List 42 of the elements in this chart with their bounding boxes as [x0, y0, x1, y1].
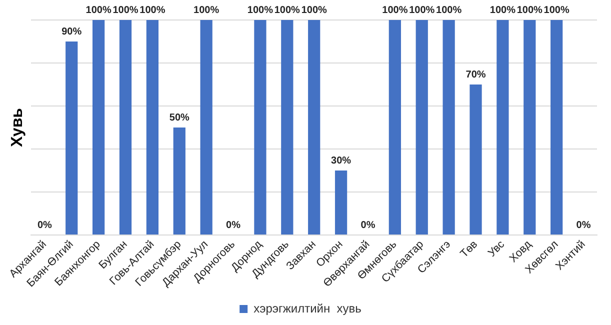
bar — [524, 20, 536, 235]
bar — [254, 20, 266, 235]
data-label: 100% — [409, 4, 435, 16]
data-label: 0% — [226, 220, 241, 231]
data-label: 100% — [490, 4, 516, 16]
bar — [334, 170, 348, 235]
bar — [146, 20, 159, 235]
data-label: 0% — [576, 220, 591, 231]
data-label: 100% — [112, 4, 138, 16]
bar — [92, 20, 105, 235]
bar — [200, 20, 212, 235]
data-label: 0% — [360, 220, 376, 231]
data-label: 100% — [301, 4, 327, 16]
bar — [308, 20, 320, 235]
data-label: 100% — [436, 4, 462, 16]
data-label: 50% — [169, 112, 190, 124]
bar — [416, 20, 428, 235]
x-tick-label: Увс — [486, 238, 508, 260]
data-label: 100% — [516, 4, 543, 16]
data-label: 100% — [140, 4, 166, 16]
bar — [470, 84, 482, 235]
data-label: 100% — [382, 4, 408, 16]
bar — [119, 20, 132, 235]
bar — [496, 20, 509, 235]
data-label: 100% — [194, 4, 220, 16]
legend-label: хэрэгжилтийн хувь — [254, 301, 362, 316]
bar — [66, 42, 78, 235]
bar — [388, 20, 401, 235]
bar — [173, 128, 186, 235]
data-label: 0% — [37, 220, 52, 231]
data-label: 30% — [331, 155, 352, 166]
bar — [550, 20, 563, 235]
bar — [281, 20, 294, 235]
x-tick-label: Төв — [458, 238, 480, 260]
bar — [442, 20, 455, 235]
data-label: 100% — [247, 4, 274, 16]
data-label: 100% — [274, 4, 300, 16]
data-label: 100% — [86, 4, 112, 16]
data-label: 70% — [466, 69, 486, 80]
data-label: 100% — [544, 4, 570, 16]
data-label: 90% — [62, 26, 82, 38]
y-axis-title: Хувь — [9, 108, 26, 148]
